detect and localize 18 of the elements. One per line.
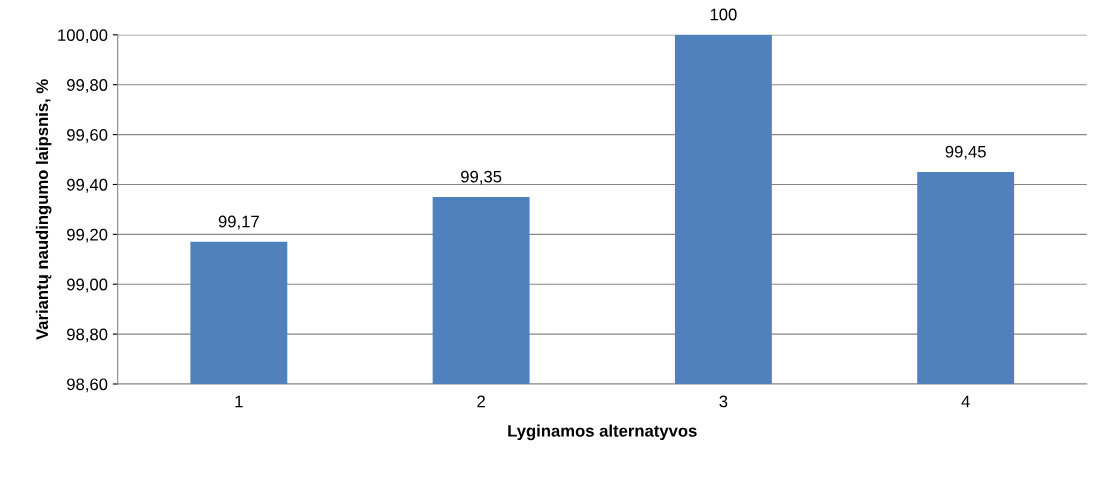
x-tick-label: 1 xyxy=(235,395,243,408)
y-axis-title: Variantų naudingumo laipsnis, % xyxy=(35,79,52,340)
y-tick-label: 100,00 xyxy=(58,29,108,43)
y-tick-label: 99,80 xyxy=(67,79,108,93)
y-tick-label: 98,80 xyxy=(67,328,108,343)
y-tick-label: 99,00 xyxy=(67,278,108,293)
data-label: 99,45 xyxy=(945,145,986,160)
y-tick-label: 99,60 xyxy=(67,128,108,143)
x-tick-label: 4 xyxy=(961,395,970,408)
x-tick-label: 3 xyxy=(719,395,728,408)
data-label: 100 xyxy=(710,8,737,21)
x-tick-label: 2 xyxy=(477,395,485,408)
x-axis-title: Lyginamos alternatyvos xyxy=(508,424,697,441)
y-tick-label: 99,40 xyxy=(67,178,108,193)
data-label: 99,17 xyxy=(218,215,259,230)
y-tick-label: 98,60 xyxy=(67,378,108,393)
data-label: 99,35 xyxy=(461,170,502,185)
y-tick-label: 99,20 xyxy=(67,228,108,243)
